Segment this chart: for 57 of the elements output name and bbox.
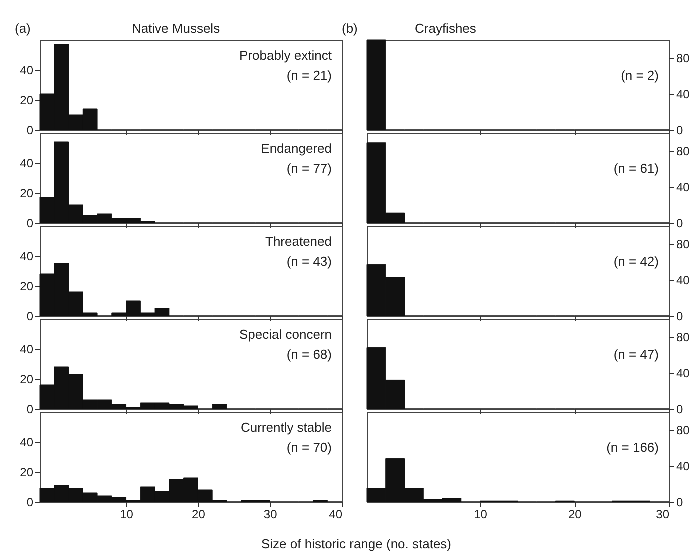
annotation: Currently stable <box>240 420 332 435</box>
y-tick-label: 40 <box>676 460 690 474</box>
x-tick-label: 40 <box>329 508 343 522</box>
y-tick-label: 0 <box>26 496 34 510</box>
y-tick-label: 80 <box>676 52 690 66</box>
x-tick-label: 10 <box>120 508 134 522</box>
x-tick-label: 30 <box>264 508 278 522</box>
y-tick-label: 80 <box>676 330 690 344</box>
annotation: Threatened <box>266 234 332 249</box>
annotation: Probably extinct <box>240 48 332 63</box>
annotation: (n = 61) <box>614 161 659 176</box>
x-tick-label: 20 <box>568 508 582 522</box>
y-tick-label: 0 <box>676 496 684 510</box>
x-axis-title: Size of historic range (no. states) <box>261 536 452 552</box>
y-tick-label: 0 <box>676 124 684 138</box>
chart-title: (b) <box>342 21 358 36</box>
annotation: Endangered <box>261 141 332 156</box>
y-tick-label: 80 <box>676 144 690 158</box>
y-tick-label: 40 <box>20 250 34 264</box>
y-tick-label: 40 <box>676 180 690 194</box>
y-tick-label: 20 <box>20 280 34 294</box>
annotation: (n = 43) <box>286 254 332 269</box>
y-tick-label: 0 <box>676 310 684 324</box>
annotation: (n = 77) <box>286 161 332 176</box>
x-tick-label: 10 <box>474 508 488 522</box>
chart-subtitle: Native Mussels <box>132 21 221 36</box>
y-tick-label: 0 <box>676 402 684 416</box>
y-tick-label: 40 <box>676 366 690 380</box>
x-tick-label: 30 <box>656 508 670 522</box>
chart-title: (a) <box>15 21 31 36</box>
y-tick-label: 20 <box>20 186 34 200</box>
y-tick-label: 0 <box>26 310 34 324</box>
annotation: (n = 70) <box>286 440 332 455</box>
y-tick-label: 80 <box>676 424 690 438</box>
annotation: (n = 68) <box>286 347 332 362</box>
y-tick-label: 20 <box>20 466 34 480</box>
y-tick-label: 40 <box>676 274 690 288</box>
y-tick-label: 40 <box>20 342 34 356</box>
annotation: (n = 47) <box>614 347 659 362</box>
annotation: (n = 21) <box>286 68 332 83</box>
annotation: (n = 166) <box>606 440 659 455</box>
y-tick-label: 40 <box>20 156 34 170</box>
y-tick-label: 40 <box>20 64 34 78</box>
annotation: Special concern <box>240 327 332 342</box>
y-tick-label: 0 <box>26 402 34 416</box>
y-tick-label: 0 <box>26 124 34 138</box>
y-tick-label: 80 <box>676 238 690 252</box>
y-tick-label: 0 <box>676 216 684 230</box>
annotation: (n = 42) <box>614 254 659 269</box>
y-tick-label: 40 <box>676 88 690 102</box>
annotation: (n = 2) <box>621 68 659 83</box>
y-tick-label: 20 <box>20 94 34 108</box>
y-tick-label: 20 <box>20 372 34 386</box>
y-tick-label: 40 <box>20 436 34 450</box>
x-tick-label: 20 <box>192 508 206 522</box>
y-tick-label: 0 <box>26 216 34 230</box>
chart-subtitle: Crayfishes <box>415 21 477 36</box>
